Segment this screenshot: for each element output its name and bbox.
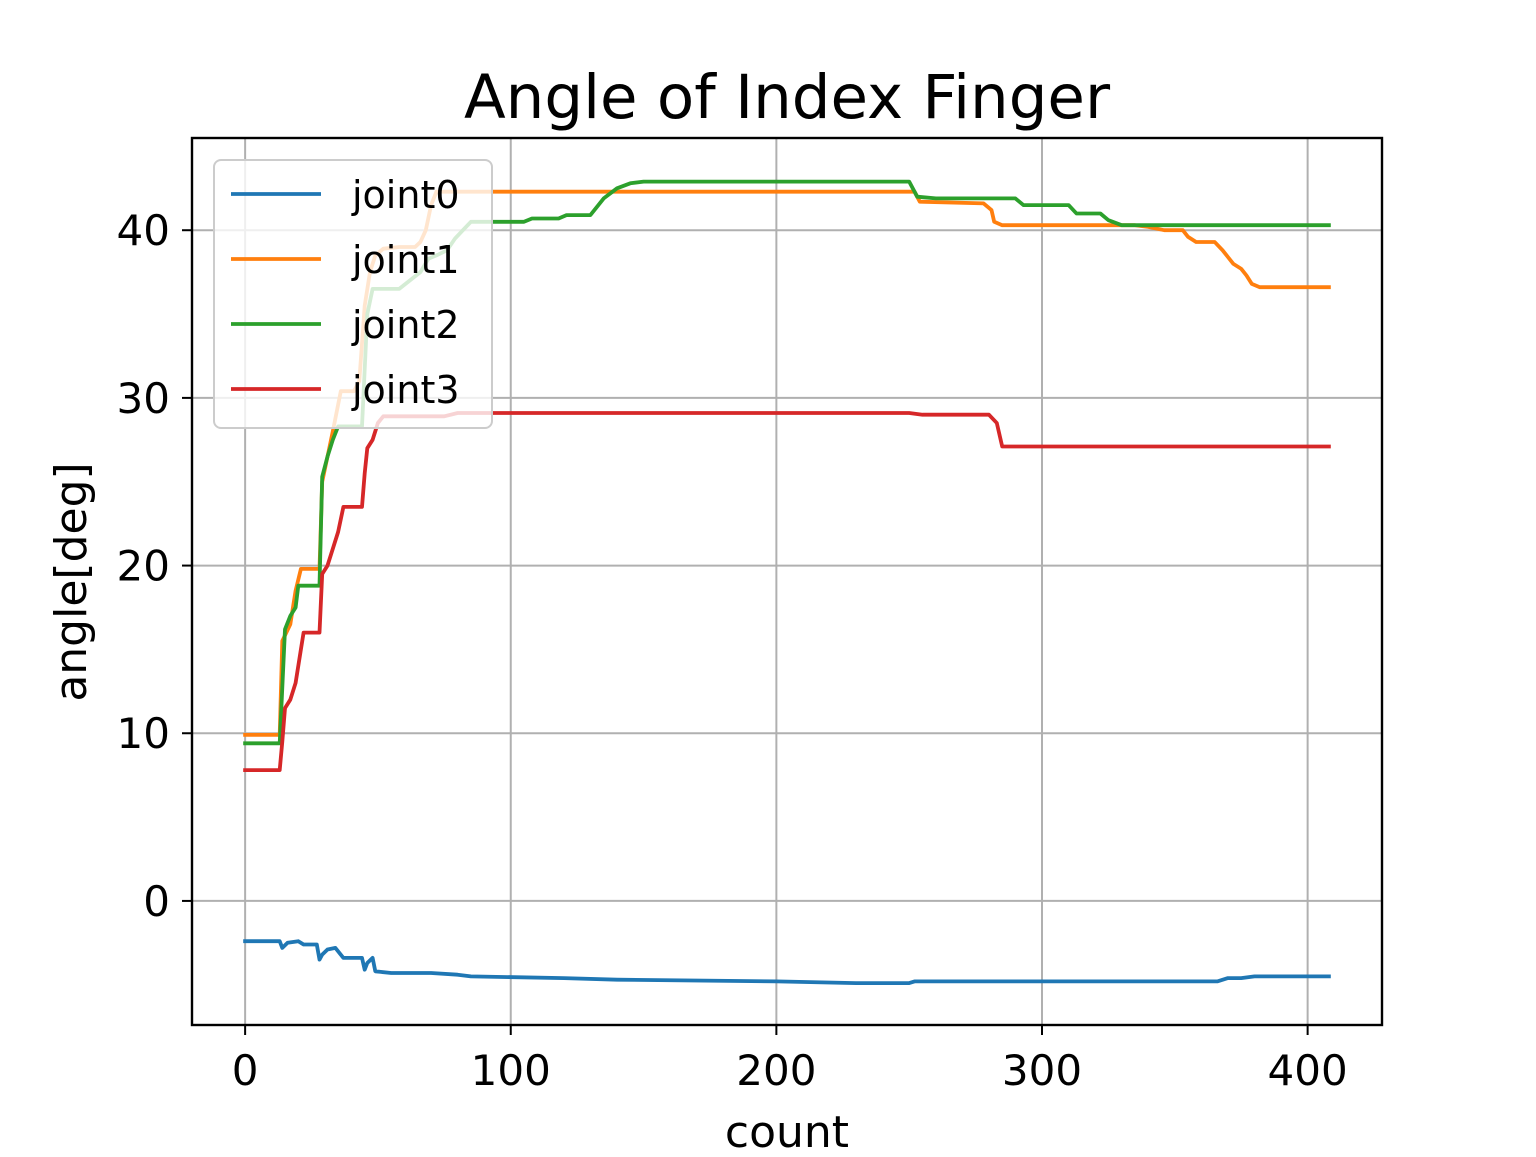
y-tick-label: 10 [117, 709, 170, 758]
legend-label: joint3 [351, 368, 460, 412]
y-tick-label: 0 [143, 877, 170, 926]
legend-label: joint0 [351, 173, 460, 217]
legend: joint0 joint1 joint2 joint3 [213, 159, 493, 429]
chart-title: Angle of Index Finger [464, 62, 1111, 133]
y-tick-label: 20 [117, 542, 170, 591]
x-tick-label: 300 [1002, 1046, 1082, 1095]
x-tick-label: 200 [736, 1046, 816, 1095]
y-axis-label: angle[deg] [46, 462, 97, 701]
plot-frame [190, 136, 1384, 1027]
x-tick-label: 400 [1268, 1046, 1348, 1095]
x-axis-label: count [725, 1107, 849, 1152]
legend-label: joint2 [351, 303, 460, 347]
y-tick-label: 30 [117, 374, 170, 423]
legend-box [213, 159, 493, 429]
legend-label: joint1 [351, 238, 460, 282]
x-tick-label: 0 [232, 1046, 259, 1095]
y-tick-label: 40 [117, 206, 170, 255]
axis-ticks: 0 100 200 300 400 0 10 20 30 40 [117, 206, 1348, 1095]
series-line-joint0 [243, 939, 1331, 985]
x-tick-label: 100 [471, 1046, 551, 1095]
series-line-joint3 [243, 411, 1331, 772]
